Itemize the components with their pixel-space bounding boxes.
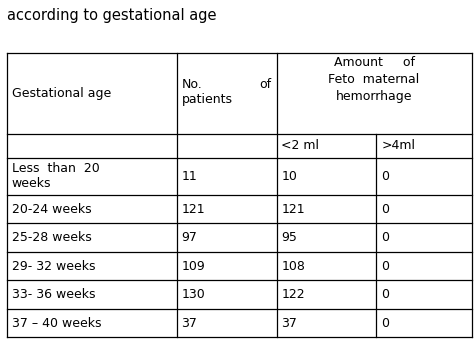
Text: Amount     of
Feto  maternal
hemorrhage: Amount of Feto maternal hemorrhage <box>328 56 419 103</box>
Text: of: of <box>260 78 272 91</box>
Text: Gestational age: Gestational age <box>12 87 111 100</box>
Text: 121: 121 <box>182 203 205 216</box>
Text: No.: No. <box>182 78 202 91</box>
Text: 11: 11 <box>182 170 197 183</box>
Text: 130: 130 <box>182 288 205 301</box>
Text: 97: 97 <box>182 231 197 244</box>
Text: 20-24 weeks: 20-24 weeks <box>12 203 91 216</box>
Text: 95: 95 <box>281 231 297 244</box>
Text: 0: 0 <box>381 231 389 244</box>
Text: 0: 0 <box>381 203 389 216</box>
Text: >4ml: >4ml <box>381 139 415 152</box>
Text: 33- 36 weeks: 33- 36 weeks <box>12 288 95 301</box>
Text: 108: 108 <box>281 260 305 273</box>
Text: patients: patients <box>182 94 232 106</box>
Text: according to gestational age: according to gestational age <box>7 8 217 23</box>
Text: <2 ml: <2 ml <box>281 139 319 152</box>
Text: 109: 109 <box>182 260 205 273</box>
Text: 0: 0 <box>381 288 389 301</box>
Text: 37 – 40 weeks: 37 – 40 weeks <box>12 317 101 330</box>
Text: 121: 121 <box>281 203 305 216</box>
Text: 37: 37 <box>182 317 197 330</box>
Text: Less  than  20
weeks: Less than 20 weeks <box>12 162 100 191</box>
Text: 122: 122 <box>281 288 305 301</box>
Text: 10: 10 <box>281 170 297 183</box>
Text: 0: 0 <box>381 317 389 330</box>
Text: 29- 32 weeks: 29- 32 weeks <box>12 260 95 273</box>
Text: 0: 0 <box>381 170 389 183</box>
Text: 25-28 weeks: 25-28 weeks <box>12 231 91 244</box>
Text: 37: 37 <box>281 317 297 330</box>
Text: 0: 0 <box>381 260 389 273</box>
